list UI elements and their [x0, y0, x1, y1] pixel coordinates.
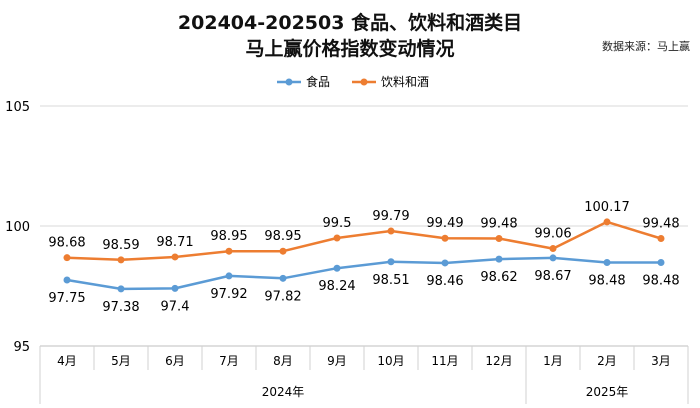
data-point — [441, 234, 449, 242]
x-tick-label: 1月 — [543, 354, 563, 368]
data-label: 99.06 — [534, 227, 571, 242]
data-label: 98.24 — [318, 279, 355, 294]
data-label: 98.46 — [426, 274, 463, 289]
data-point — [63, 276, 71, 284]
x-tick-label: 7月 — [219, 354, 239, 368]
x-tick-label: 3月 — [651, 354, 671, 368]
y-tick-label: 105 — [5, 100, 30, 115]
data-label: 98.62 — [480, 270, 517, 285]
legend-marker-1 — [360, 78, 368, 86]
data-label: 97.4 — [161, 299, 190, 314]
data-label: 97.82 — [264, 289, 301, 304]
data-label: 98.95 — [210, 229, 247, 244]
legend-label-1: 饮料和酒 — [381, 75, 429, 89]
year-label: 2025年 — [586, 385, 629, 399]
x-tick-label: 10月 — [377, 354, 404, 368]
legend-label-0: 食品 — [306, 74, 330, 89]
data-point — [117, 256, 125, 264]
data-point — [279, 247, 287, 255]
data-label: 97.75 — [48, 291, 85, 306]
data-point — [333, 264, 341, 272]
x-tick-label: 8月 — [273, 354, 293, 368]
x-tick-label: 5月 — [111, 354, 131, 368]
x-tick-label: 9月 — [327, 354, 347, 368]
data-point — [495, 234, 503, 242]
data-label: 99.48 — [642, 216, 679, 231]
data-point — [171, 284, 179, 292]
data-label: 97.92 — [210, 287, 247, 302]
data-label: 98.48 — [588, 273, 625, 288]
data-point — [495, 255, 503, 263]
y-tick-label: 100 — [5, 220, 30, 235]
data-point — [441, 259, 449, 267]
chart-subtitle: 马上赢价格指数变动情况 — [245, 38, 455, 60]
year-label: 2024年 — [262, 385, 305, 399]
data-point — [225, 272, 233, 280]
data-point — [657, 258, 665, 266]
data-label: 99.79 — [372, 209, 409, 224]
x-tick-label: 6月 — [165, 354, 185, 368]
data-point — [117, 285, 125, 293]
data-point — [225, 247, 233, 255]
x-tick-label: 12月 — [485, 354, 512, 368]
data-point — [387, 258, 395, 266]
data-label: 98.51 — [372, 273, 409, 288]
data-point — [603, 218, 611, 226]
legend-marker-0 — [285, 78, 293, 86]
data-label: 98.68 — [48, 236, 85, 251]
data-label: 97.38 — [102, 300, 139, 315]
data-label: 98.95 — [264, 229, 301, 244]
data-point — [549, 254, 557, 262]
data-label: 98.48 — [642, 273, 679, 288]
chart-title: 202404-202503 食品、饮料和酒类目 — [177, 12, 523, 34]
data-label: 98.71 — [156, 235, 193, 250]
data-label: 98.67 — [534, 269, 571, 284]
x-tick-label: 4月 — [57, 354, 77, 368]
data-label: 100.17 — [584, 200, 630, 215]
data-point — [171, 253, 179, 261]
x-tick-label: 2月 — [597, 354, 617, 368]
data-point — [549, 245, 557, 253]
series-line-0 — [66, 256, 661, 291]
data-point — [333, 234, 341, 242]
data-label: 98.59 — [102, 238, 139, 253]
x-tick-label: 11月 — [431, 354, 458, 368]
data-label: 99.48 — [480, 216, 517, 231]
data-label: 99.5 — [323, 216, 352, 231]
data-point — [603, 258, 611, 266]
data-source: 数据来源：马上赢 — [602, 40, 690, 53]
data-point — [387, 227, 395, 235]
data-point — [279, 274, 287, 282]
data-point — [63, 254, 71, 262]
data-point — [657, 234, 665, 242]
y-tick-label: 95 — [13, 340, 30, 355]
series-line-1 — [66, 220, 662, 262]
data-label: 99.49 — [426, 216, 463, 231]
